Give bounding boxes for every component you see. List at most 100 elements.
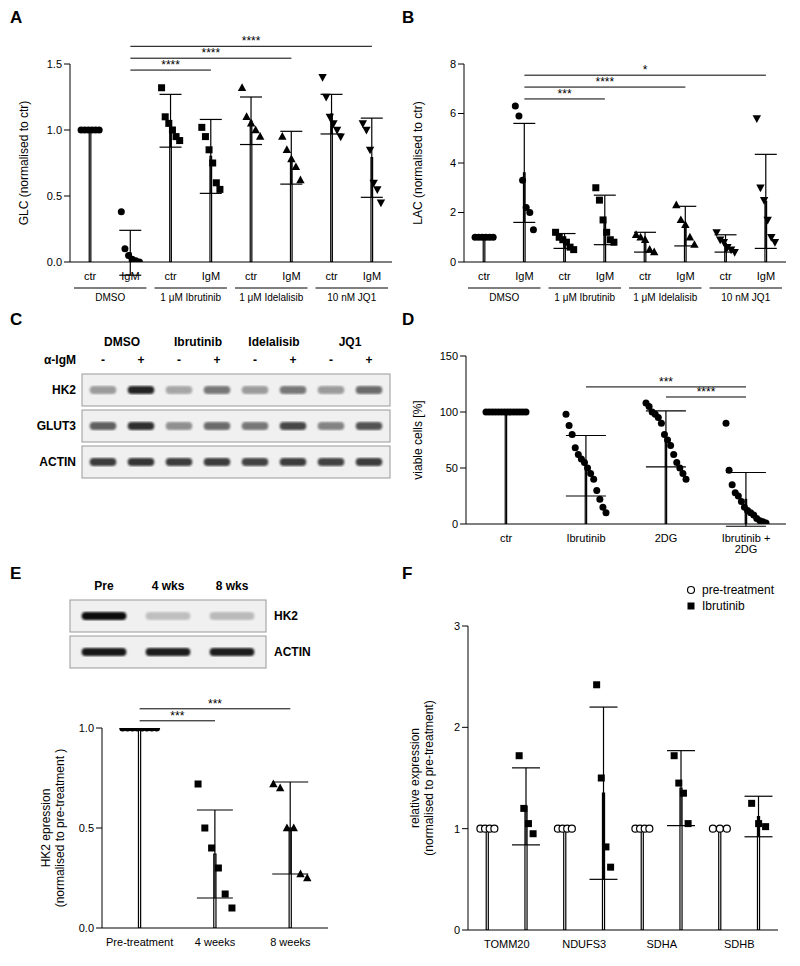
svg-text:ctr: ctr	[326, 270, 339, 282]
svg-text:2: 2	[450, 206, 456, 218]
svg-text:10 nM JQ1: 10 nM JQ1	[721, 292, 770, 303]
html-text:E: E	[10, 564, 22, 583]
svg-text:IgM: IgM	[121, 270, 139, 282]
svg-text:HK2: HK2	[52, 383, 76, 397]
svg-text:TOMM20: TOMM20	[484, 938, 530, 950]
html-text:(normalised to pre-treatment ): (normalised to pre-treatment )	[53, 748, 67, 908]
svg-text:IgM: IgM	[515, 270, 533, 282]
svg-text:α-IgM: α-IgM	[44, 353, 76, 367]
svg-text:IgM: IgM	[596, 270, 614, 282]
svg-text:4 wks: 4 wks	[152, 579, 185, 593]
svg-text:-: -	[253, 353, 257, 367]
svg-text:****: ****	[242, 34, 261, 48]
svg-text:1.0: 1.0	[79, 722, 94, 734]
svg-text:150: 150	[440, 350, 458, 362]
html-text:D: D	[402, 310, 415, 329]
svg-text:ctr: ctr	[559, 270, 572, 282]
svg-text:+: +	[365, 353, 372, 367]
svg-text:ctr: ctr	[500, 532, 513, 544]
svg-text:SDHA: SDHA	[646, 938, 677, 950]
html-text:relative expression: relative expression	[408, 728, 422, 828]
svg-text:10 nM JQ1: 10 nM JQ1	[327, 292, 376, 303]
svg-text:****: ****	[202, 46, 221, 60]
svg-text:***: ***	[170, 709, 184, 723]
svg-text:0: 0	[452, 518, 458, 530]
svg-text:8: 8	[450, 58, 456, 70]
svg-text:Idelalisib: Idelalisib	[248, 335, 299, 349]
svg-text:ctr: ctr	[639, 270, 652, 282]
svg-text:0: 0	[454, 924, 460, 936]
svg-text:50: 50	[446, 462, 458, 474]
svg-text:1 μM Ibrutinib: 1 μM Ibrutinib	[160, 292, 221, 303]
svg-text:Pre-treatment: Pre-treatment	[106, 936, 173, 948]
svg-text:***: ***	[558, 87, 572, 101]
html-text:GLC (normalised to ctr): GLC (normalised to ctr)	[17, 100, 31, 226]
svg-text:DMSO: DMSO	[95, 292, 125, 303]
svg-text:ctr: ctr	[84, 270, 97, 282]
svg-text:4 weeks: 4 weeks	[195, 936, 236, 948]
svg-text:+: +	[213, 353, 220, 367]
svg-text:1 μM Idelalisib: 1 μM Idelalisib	[633, 292, 698, 303]
svg-text:SDHB: SDHB	[724, 938, 755, 950]
svg-text:IgM: IgM	[202, 270, 220, 282]
html-text:pre-treatment: pre-treatment	[702, 583, 774, 597]
svg-text:0.5: 0.5	[47, 190, 62, 202]
svg-text:1: 1	[454, 823, 460, 835]
svg-text:ACTIN: ACTIN	[274, 645, 311, 659]
svg-text:HK2: HK2	[274, 609, 298, 623]
svg-text:8 weeks: 8 weeks	[270, 936, 311, 948]
svg-text:*: *	[643, 63, 648, 77]
svg-text:ACTIN: ACTIN	[39, 455, 76, 469]
svg-text:Ibrutinib +2DG: Ibrutinib +2DG	[722, 532, 771, 555]
svg-text:***: ***	[659, 375, 673, 389]
svg-text:DMSO: DMSO	[489, 292, 519, 303]
html-text:C: C	[10, 310, 23, 329]
svg-text:6: 6	[450, 107, 456, 119]
svg-text:****: ****	[161, 58, 180, 72]
svg-text:ctr: ctr	[165, 270, 178, 282]
svg-text:Ibrutinib: Ibrutinib	[174, 335, 222, 349]
svg-text:DMSO: DMSO	[104, 335, 140, 349]
svg-text:***: ***	[208, 697, 222, 711]
svg-text:IgM: IgM	[757, 270, 775, 282]
svg-text:0.5: 0.5	[79, 822, 94, 834]
svg-text:1.5: 1.5	[47, 58, 62, 70]
svg-text:-: -	[177, 353, 181, 367]
svg-text:ctr: ctr	[245, 270, 258, 282]
html-text:B: B	[402, 8, 415, 27]
svg-text:NDUFS3: NDUFS3	[562, 938, 606, 950]
svg-text:100: 100	[440, 406, 458, 418]
svg-text:8 wks: 8 wks	[216, 579, 249, 593]
svg-text:GLUT3: GLUT3	[37, 419, 77, 433]
svg-text:-: -	[101, 353, 105, 367]
svg-text:Pre: Pre	[94, 579, 114, 593]
svg-text:Ibrutinib: Ibrutinib	[566, 532, 605, 544]
svg-text:ctr: ctr	[478, 270, 491, 282]
html-text:Ibrutinib: Ibrutinib	[702, 599, 745, 613]
svg-text:+: +	[289, 353, 296, 367]
html-text:LAC (normalised to ctr): LAC (normalised to ctr)	[411, 101, 425, 225]
svg-text:IgM: IgM	[363, 270, 381, 282]
svg-text:2DG: 2DG	[655, 532, 678, 544]
svg-text:1.0: 1.0	[47, 124, 62, 136]
svg-text:IgM: IgM	[676, 270, 694, 282]
svg-text:****: ****	[697, 385, 716, 399]
svg-text:3: 3	[454, 620, 460, 632]
svg-text:4: 4	[450, 157, 456, 169]
html-text:HK2 epression: HK2 epression	[39, 788, 53, 868]
svg-text:****: ****	[596, 75, 615, 89]
svg-text:1 μM Ibrutinib: 1 μM Ibrutinib	[554, 292, 615, 303]
html-text:A: A	[10, 8, 23, 27]
svg-text:0.0: 0.0	[47, 256, 62, 268]
svg-text:0.0: 0.0	[79, 922, 94, 934]
svg-text:IgM: IgM	[282, 270, 300, 282]
svg-text:ctr: ctr	[720, 270, 733, 282]
svg-text:JQ1: JQ1	[339, 335, 362, 349]
svg-text:0: 0	[450, 256, 456, 268]
svg-text:1 μM Idelalisib: 1 μM Idelalisib	[239, 292, 304, 303]
html-text:(normalised to pre-treatment): (normalised to pre-treatment)	[422, 700, 436, 856]
svg-text:+: +	[137, 353, 144, 367]
svg-text:2: 2	[454, 721, 460, 733]
html-text:viable cells [%]: viable cells [%]	[411, 400, 425, 480]
svg-text:-: -	[329, 353, 333, 367]
